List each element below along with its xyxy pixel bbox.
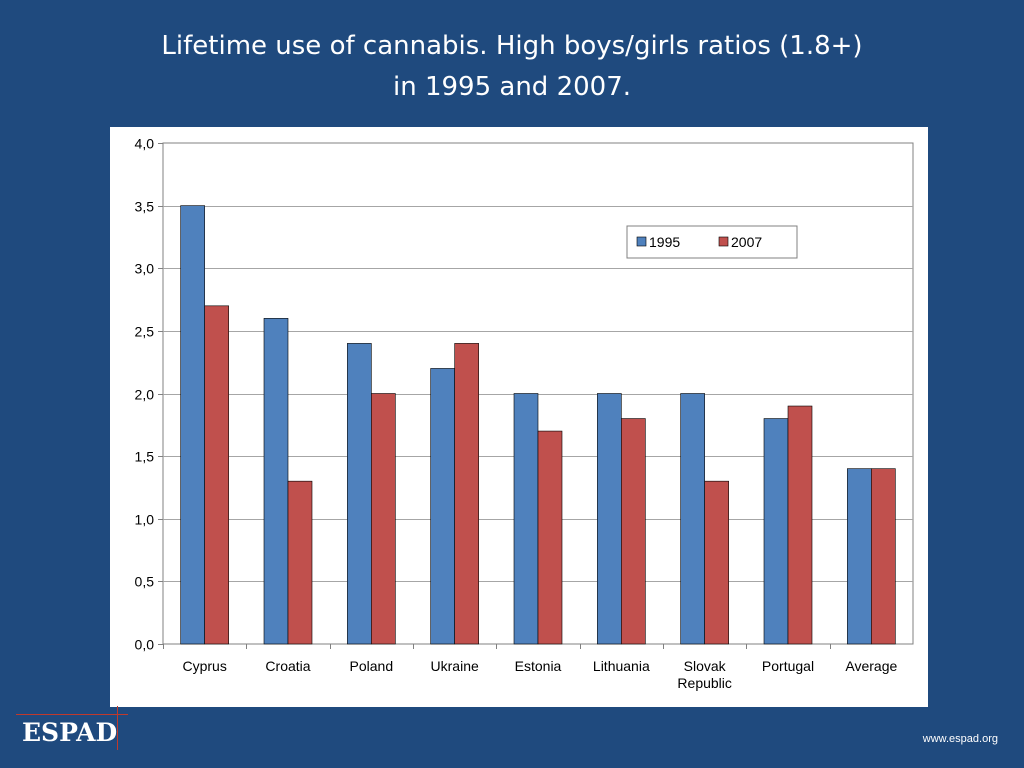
bar-2007-ukraine <box>454 343 479 645</box>
bar-1995-estonia <box>513 393 539 645</box>
slide-title-line-2: in 1995 and 2007. <box>392 72 631 102</box>
chart-panel: 0,0 0,5 1,0 1,5 2,0 2,5 3,0 3,5 4,0 Cyprus Croatia… <box>110 127 928 707</box>
logo-horizontal-line <box>16 714 128 715</box>
bar-2007-poland <box>371 393 396 645</box>
bar-1995-lithuania <box>597 393 622 645</box>
bar-2007-cyprus <box>204 305 229 645</box>
bar-chart: 0,0 0,5 1,0 1,5 2,0 2,5 3,0 3,5 4,0 Cyprus Croatia… <box>135 136 914 691</box>
x-tick-label: Average <box>845 658 897 674</box>
x-tick-label: Poland <box>350 658 394 674</box>
y-tick-label: 3,0 <box>135 261 155 277</box>
logo-text: ESPAD <box>22 718 118 747</box>
y-tick-label: 4,0 <box>135 136 155 152</box>
x-tick-label: Cyprus <box>182 658 226 674</box>
y-tick-label: 1,5 <box>135 449 155 465</box>
y-tick-label: 3,5 <box>135 199 155 215</box>
legend-swatch-1995 <box>636 236 647 247</box>
y-tick-label: 2,5 <box>135 324 155 340</box>
legend-label-1995: 1995 <box>649 234 680 250</box>
x-tick-label: Portugal <box>762 658 814 674</box>
y-tick-label: 0,5 <box>135 574 155 590</box>
x-tick-label: Ukraine <box>431 658 479 674</box>
bar-2007-slovak-republic <box>704 480 729 645</box>
bar-1995-croatia <box>263 318 289 645</box>
bar-2007-croatia <box>287 480 313 645</box>
bar-2007-portugal <box>787 405 813 645</box>
y-tick-label: 1,0 <box>135 512 155 528</box>
website-link[interactable]: www.espad.org <box>922 733 998 745</box>
legend-label-2007: 2007 <box>731 234 762 250</box>
logo-vertical-line <box>117 706 118 750</box>
bar-1995-cyprus <box>180 205 205 645</box>
bar-1995-poland <box>347 343 372 645</box>
y-tick-label: 0,0 <box>135 637 155 653</box>
x-tick-label: Slovak Republic <box>677 658 731 691</box>
y-tick-label: 2,0 <box>135 387 155 403</box>
bar-2007-average <box>871 468 896 645</box>
legend-box <box>626 225 798 259</box>
x-tick-label: Lithuania <box>593 658 650 674</box>
bar-2007-estonia <box>537 430 563 645</box>
legend-swatch-2007 <box>718 236 729 247</box>
bar-1995-ukraine <box>430 368 455 645</box>
slide-title: Lifetime use of cannabis. High boys/girl… <box>0 26 1024 108</box>
bar-1995-portugal <box>763 418 789 645</box>
slide-title-line-1: Lifetime use of cannabis. High boys/girl… <box>161 31 863 61</box>
espad-logo: ESPAD <box>16 706 128 752</box>
x-tick-label: Croatia <box>265 658 310 674</box>
bar-1995-slovak-republic <box>680 393 705 645</box>
bar-2007-lithuania <box>621 418 646 645</box>
x-tick-label: Estonia <box>515 658 562 674</box>
bar-1995-average <box>847 468 872 645</box>
